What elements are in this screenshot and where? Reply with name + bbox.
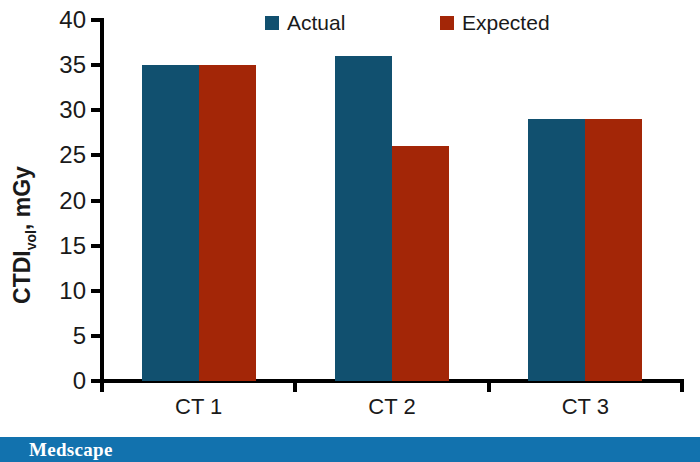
legend-label-expected: Expected (462, 11, 550, 35)
y-tick-label: 25 (36, 141, 86, 169)
y-tick-label: 35 (36, 51, 86, 79)
y-tick-label: 30 (36, 96, 86, 124)
y-tick (91, 153, 100, 157)
medscape-logo: Medscape (29, 439, 113, 461)
x-category-label: CT 1 (139, 394, 259, 420)
y-tick-label: 40 (36, 6, 86, 34)
y-tick (91, 244, 100, 248)
y-tick-label: 10 (36, 277, 86, 305)
bar-expected-ct3 (585, 119, 642, 381)
legend-swatch-expected (440, 16, 454, 30)
y-tick (91, 334, 100, 338)
y-tick (91, 379, 100, 383)
y-tick-label: 20 (36, 187, 86, 215)
bar-actual-ct1 (142, 65, 199, 381)
y-tick-label: 5 (36, 322, 86, 350)
y-tick-label: 15 (36, 232, 86, 260)
x-category-label: CT 2 (332, 394, 452, 420)
y-tick (91, 63, 100, 67)
legend-swatch-actual (265, 16, 279, 30)
y-axis-title-main: CTDI (9, 250, 35, 304)
y-axis-title-rest: , mGy (9, 166, 35, 230)
chart-figure: Actual Expected CTDIvol, mGy 0 5 10 15 20 25 3… (0, 0, 700, 462)
y-tick (91, 289, 100, 293)
y-axis-line (100, 18, 104, 383)
legend-label-actual: Actual (287, 11, 345, 35)
y-tick (91, 18, 100, 22)
x-tick (680, 379, 684, 392)
x-tick (487, 379, 491, 392)
y-axis-title: CTDIvol, mGy (9, 166, 39, 304)
legend-item-actual: Actual (265, 11, 345, 35)
x-category-label: CT 3 (525, 394, 645, 420)
legend-item-expected: Expected (440, 11, 550, 35)
bar-expected-ct2 (392, 146, 449, 381)
y-tick (91, 108, 100, 112)
y-tick-label: 0 (36, 367, 86, 395)
y-tick (91, 199, 100, 203)
bar-expected-ct1 (199, 65, 256, 381)
bar-actual-ct3 (528, 119, 585, 381)
x-tick (293, 379, 297, 392)
x-tick (100, 379, 104, 392)
bar-actual-ct2 (335, 56, 392, 381)
footer-bar: Medscape (0, 437, 700, 462)
